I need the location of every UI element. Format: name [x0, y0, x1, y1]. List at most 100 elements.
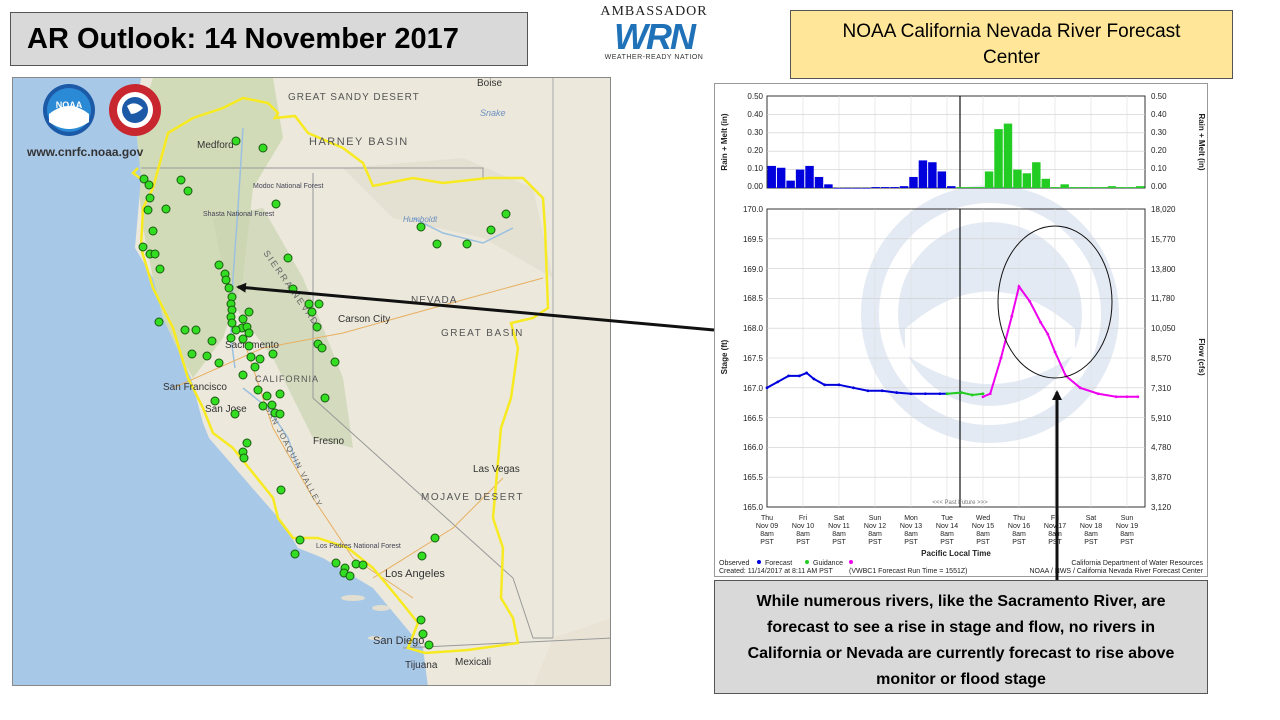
- gauge-point[interactable]: [242, 438, 252, 448]
- gauge-point[interactable]: [424, 640, 434, 650]
- gauge-point[interactable]: [210, 396, 220, 406]
- gauge-point[interactable]: [244, 341, 254, 351]
- gauge-point[interactable]: [258, 401, 268, 411]
- gauge-point[interactable]: [304, 299, 314, 309]
- stage-point-observed: [798, 374, 801, 378]
- gauge-point[interactable]: [226, 333, 236, 343]
- x-tick-label: PST: [1048, 539, 1062, 546]
- gauge-point[interactable]: [154, 317, 164, 327]
- gauge-point[interactable]: [191, 325, 201, 335]
- precip-tick: 0.50: [747, 92, 763, 101]
- gauge-point[interactable]: [416, 615, 426, 625]
- gauge-point[interactable]: [462, 239, 472, 249]
- gauge-point[interactable]: [227, 318, 237, 328]
- gauge-point[interactable]: [312, 322, 322, 332]
- gauge-point[interactable]: [253, 385, 263, 395]
- gauge-point[interactable]: [314, 299, 324, 309]
- gauge-point[interactable]: [486, 225, 496, 235]
- gauge-point[interactable]: [180, 325, 190, 335]
- stage-tick: 170.0: [743, 205, 764, 214]
- gauge-point[interactable]: [238, 334, 248, 344]
- label-san-jose: San Jose: [205, 404, 247, 415]
- flow-tick: 15,770: [1151, 235, 1176, 244]
- gauge-point[interactable]: [214, 260, 224, 270]
- gauge-point[interactable]: [330, 357, 340, 367]
- precip-bar-observed: [852, 188, 861, 189]
- gauge-point[interactable]: [187, 349, 197, 359]
- gauge-point[interactable]: [143, 205, 153, 215]
- channel-island: [372, 605, 390, 611]
- label-humboldt: Humboldt: [403, 215, 438, 224]
- gauge-point[interactable]: [432, 239, 442, 249]
- gauge-point[interactable]: [255, 354, 265, 364]
- gauge-point[interactable]: [262, 391, 272, 401]
- stage-tick: 166.5: [743, 414, 764, 423]
- gauge-point[interactable]: [288, 284, 298, 294]
- gauge-point[interactable]: [224, 283, 234, 293]
- gauge-point[interactable]: [238, 314, 248, 324]
- gauge-point[interactable]: [268, 349, 278, 359]
- gauge-point[interactable]: [138, 242, 148, 252]
- gauge-point[interactable]: [150, 249, 160, 259]
- gauge-point[interactable]: [501, 209, 511, 219]
- gauge-point[interactable]: [331, 558, 341, 568]
- x-tick-label: Nov 11: [828, 523, 850, 530]
- gauge-point[interactable]: [176, 175, 186, 185]
- gauge-point[interactable]: [416, 222, 426, 232]
- gauge-point[interactable]: [246, 352, 256, 362]
- precip-panel: [766, 95, 1146, 189]
- gauge-point[interactable]: [275, 389, 285, 399]
- gauge-point[interactable]: [271, 199, 281, 209]
- gauge-point[interactable]: [231, 136, 241, 146]
- gauge-point[interactable]: [221, 275, 231, 285]
- gauge-point[interactable]: [358, 560, 368, 570]
- gauge-point[interactable]: [148, 226, 158, 236]
- gauge-point[interactable]: [161, 204, 171, 214]
- sacramento-river-hydrograph[interactable]: 0.50 0.40 0.30 0.20 0.10 0.00 0.50 0.40 …: [714, 83, 1208, 577]
- river-forecast-map[interactable]: NOAA www.cnrfc.noaa.gov GREAT SANDY DESE…: [12, 77, 611, 686]
- gauge-point[interactable]: [258, 143, 268, 153]
- x-tick-label: PST: [1120, 539, 1134, 546]
- gauge-point[interactable]: [145, 193, 155, 203]
- gauge-point[interactable]: [295, 535, 305, 545]
- precip-tick: 0.40: [1151, 110, 1167, 119]
- gauge-point[interactable]: [430, 533, 440, 543]
- gauge-point[interactable]: [155, 264, 165, 274]
- gauge-point[interactable]: [202, 351, 212, 361]
- gauge-point[interactable]: [230, 409, 240, 419]
- gauge-point[interactable]: [317, 343, 327, 353]
- gauge-point[interactable]: [214, 358, 224, 368]
- gauge-point[interactable]: [417, 551, 427, 561]
- gauge-point[interactable]: [183, 186, 193, 196]
- map-canvas[interactable]: NOAA www.cnrfc.noaa.gov GREAT SANDY DESE…: [13, 78, 611, 686]
- flow-tick: 7,310: [1151, 384, 1172, 393]
- gauge-point[interactable]: [239, 453, 249, 463]
- x-tick-label: 8am: [868, 531, 882, 538]
- gauge-point[interactable]: [231, 325, 241, 335]
- gauge-point[interactable]: [290, 549, 300, 559]
- gauge-point[interactable]: [144, 180, 154, 190]
- stage-point-forecast: [981, 395, 985, 399]
- gauge-point[interactable]: [418, 629, 428, 639]
- gauge-point[interactable]: [267, 400, 277, 410]
- label-medford: Medford: [197, 140, 234, 151]
- hydrograph-chart: 0.50 0.40 0.30 0.20 0.10 0.00 0.50 0.40 …: [719, 92, 1206, 575]
- gauge-point[interactable]: [139, 174, 149, 184]
- gauge-point[interactable]: [250, 362, 260, 372]
- stage-tick: 166.0: [743, 443, 764, 452]
- cnrfc-url[interactable]: www.cnrfc.noaa.gov: [26, 145, 144, 159]
- gauge-point[interactable]: [276, 485, 286, 495]
- gauge-point[interactable]: [275, 409, 285, 419]
- gauge-point[interactable]: [244, 307, 254, 317]
- gauge-point[interactable]: [283, 253, 293, 263]
- peak-highlight-ellipse: [997, 225, 1113, 379]
- gauge-point[interactable]: [244, 328, 254, 338]
- precip-bar-guidance: [1041, 178, 1050, 188]
- precip-tick: 0.50: [1151, 92, 1167, 101]
- gauge-point[interactable]: [238, 370, 248, 380]
- gauge-point[interactable]: [307, 307, 317, 317]
- gauge-point[interactable]: [207, 336, 217, 346]
- gauge-point[interactable]: [345, 571, 355, 581]
- gauge-point[interactable]: [320, 393, 330, 403]
- flow-tick: 8,570: [1151, 354, 1172, 363]
